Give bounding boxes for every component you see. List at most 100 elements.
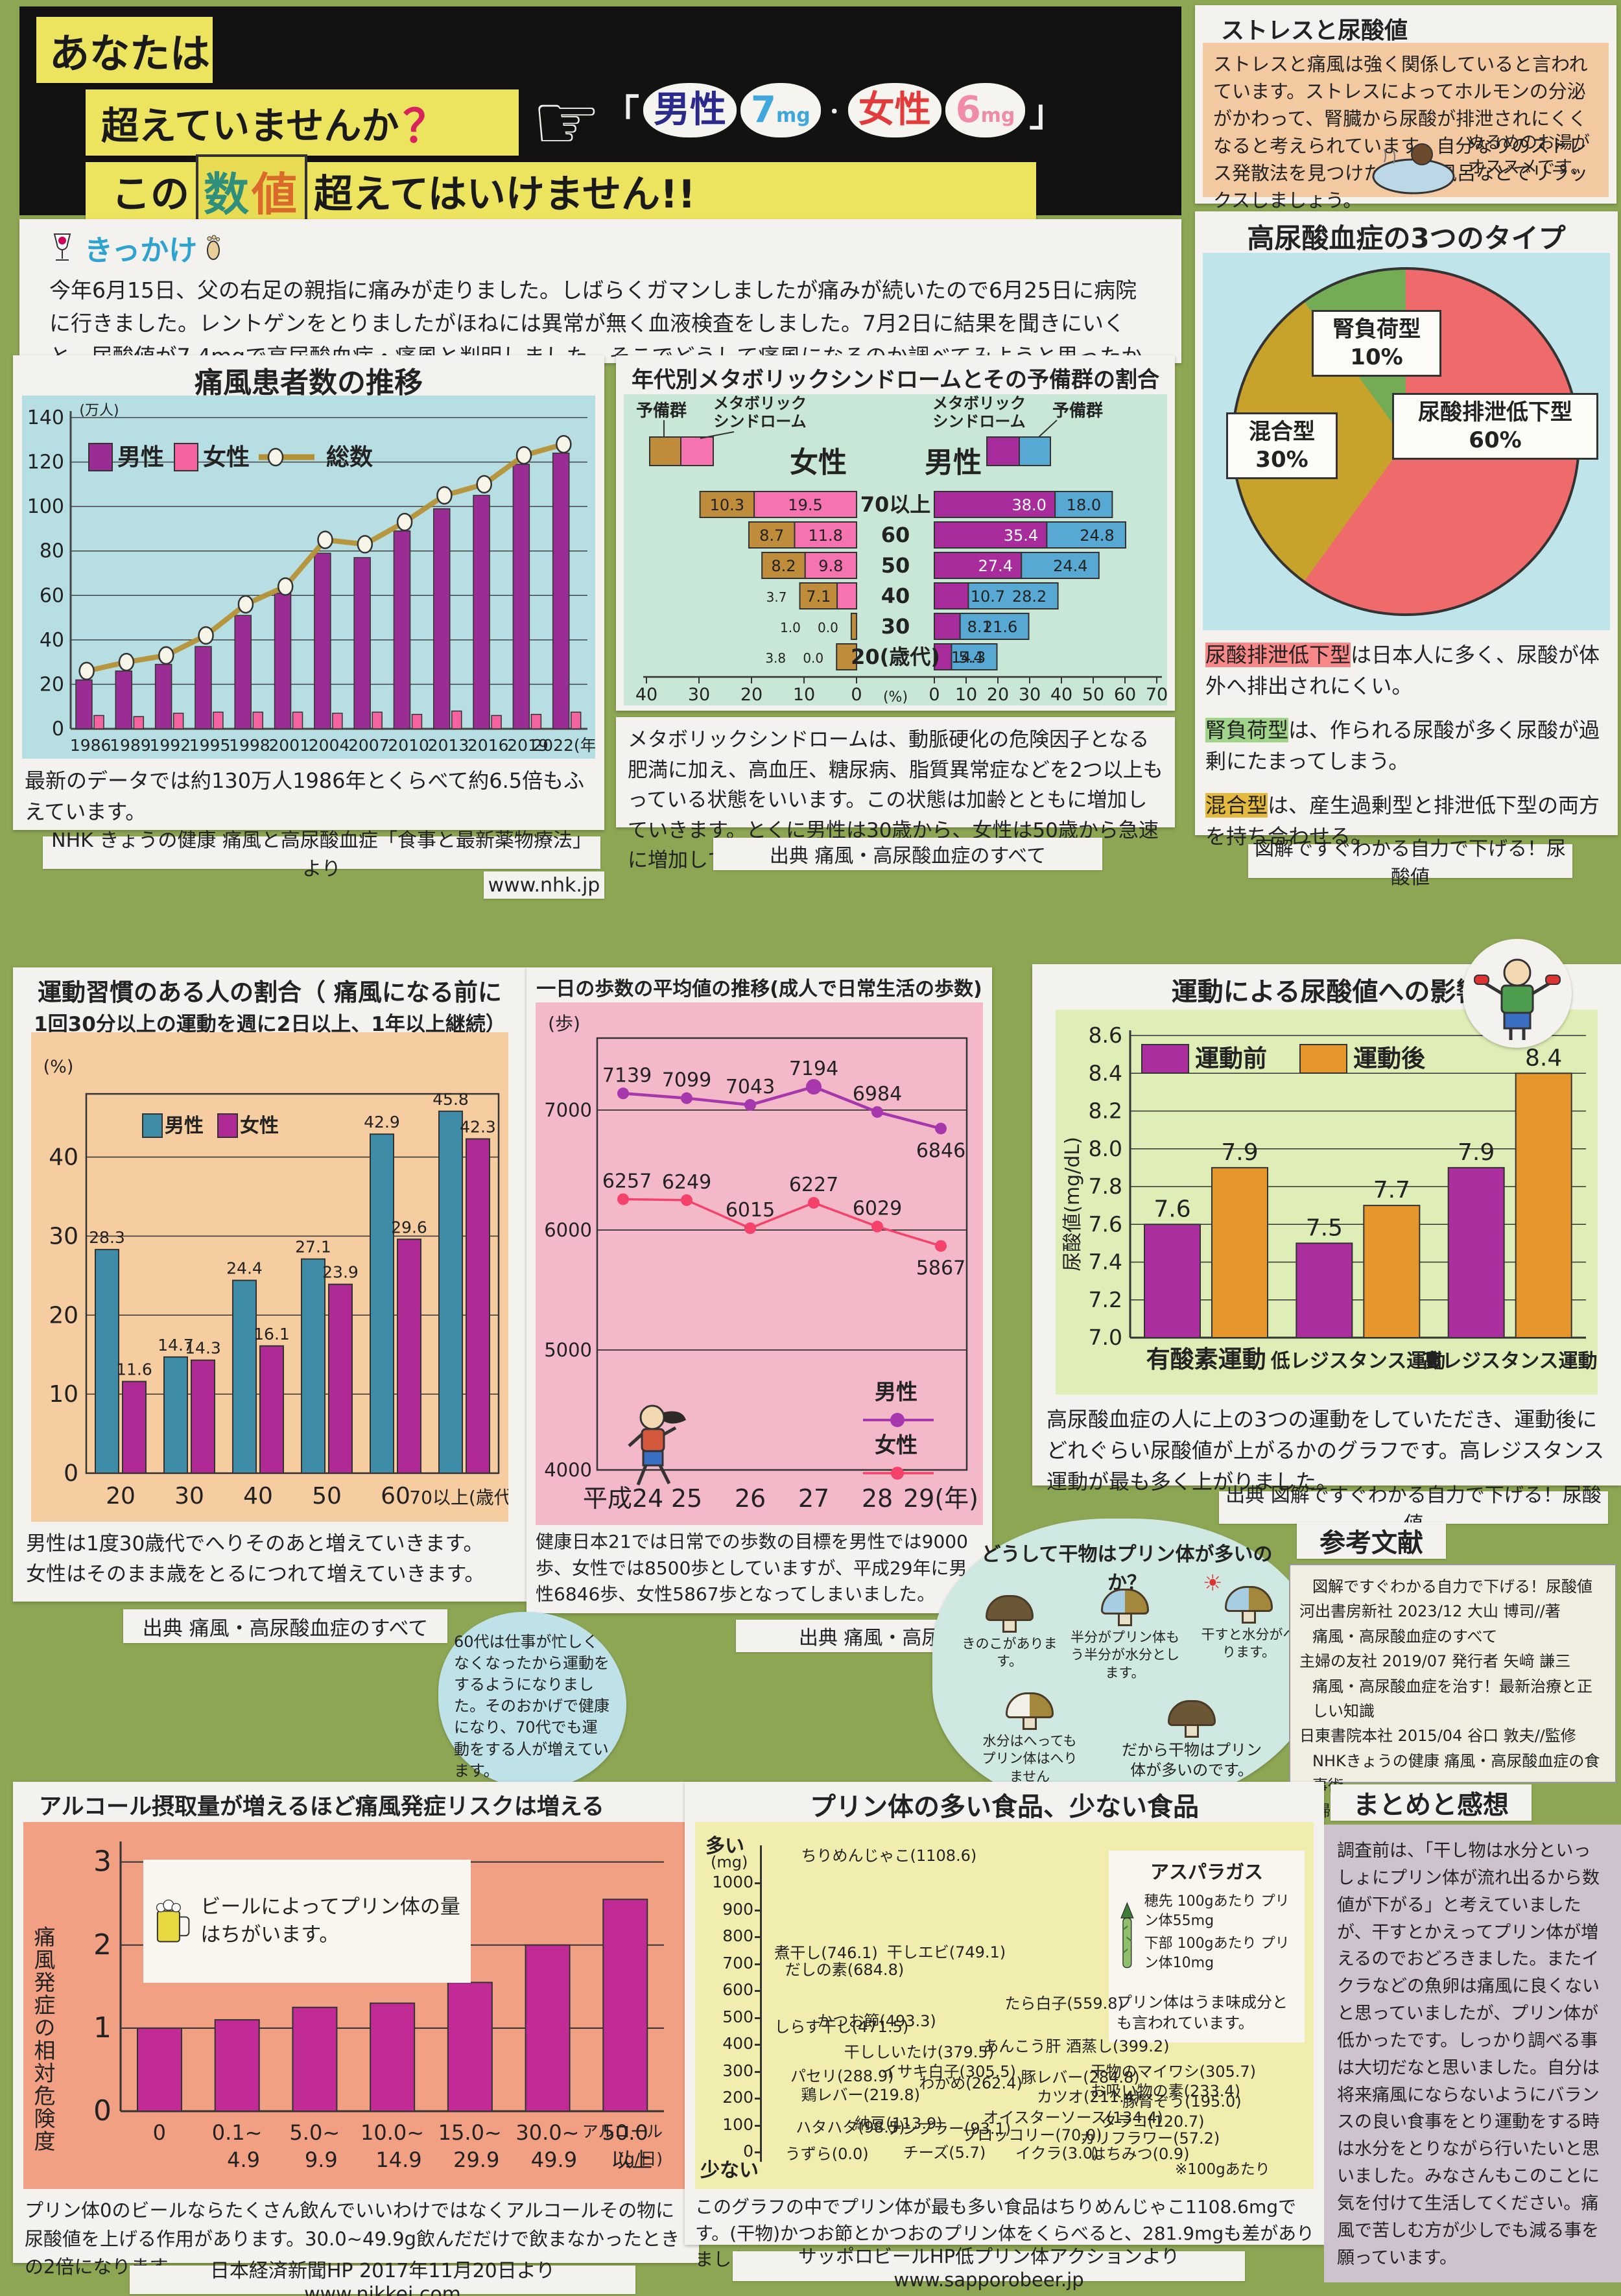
patients-title: 痛風患者数の推移 [195, 366, 423, 399]
svg-text:以上: 以上 [611, 2148, 652, 2172]
bar [301, 1258, 325, 1474]
bar [191, 1359, 215, 1474]
male-value-pill: 7mg [740, 83, 821, 137]
bar [451, 710, 462, 729]
header-threshold-values: 「 男性 7mg ・ 女性 6mg 」 [603, 83, 1065, 137]
food-label: 干ししいたけ(379.5) [844, 2042, 995, 2061]
svg-text:7.7: 7.7 [1373, 1177, 1410, 1203]
svg-text:(%): (%) [883, 689, 908, 705]
dumbbell-boy-icon [1463, 939, 1572, 1048]
svg-text:49.9: 49.9 [531, 2148, 577, 2172]
pie-title: 高尿酸血症の3つのタイプ [1247, 222, 1566, 254]
svg-text:30: 30 [1019, 685, 1041, 705]
habit-title: 運動習慣のある人の割合（ 痛風になる前に [38, 978, 502, 1006]
metabo-title: 年代別メタボリックシンドロームとその予備群の割合 [632, 367, 1159, 393]
tick-mark [755, 1963, 762, 1965]
svg-text:0.0: 0.0 [818, 620, 838, 635]
y-axis [760, 1845, 762, 2162]
food-label: あんこう肝 酒蒸し(399.2) [983, 2037, 1170, 2056]
stress-body-note: ストレスと痛風は強く関係していると言われています。ストレスによってホルモンの分泌… [1203, 43, 1609, 211]
patients-chart: 0 20 40 60 80 100 120 140 (万人) 1986 1989 1992 1995 19… [22, 396, 602, 759]
y-tick: 100 [722, 2114, 753, 2134]
beer-annotation: ビールによってプリン体の量はちがいます。 [143, 1860, 471, 1983]
svg-text:26: 26 [735, 1484, 766, 1513]
svg-text:11.6: 11.6 [116, 1360, 152, 1379]
svg-text:20(歳代): 20(歳代) [851, 645, 940, 669]
bar [836, 582, 857, 610]
svg-text:1: 1 [93, 2011, 112, 2044]
food-label: 納豆(113.9) [855, 2114, 943, 2133]
pie-notes: 尿酸排泄低下型は日本人に多く、尿酸が体外へ排出されにくい。 腎負荷型は、作られる… [1205, 643, 1600, 849]
svg-text:メタボリック: メタボリック [713, 394, 807, 412]
svg-text:40: 40 [40, 629, 64, 652]
svg-text:1992: 1992 [149, 736, 191, 755]
svg-text:60: 60 [1114, 685, 1136, 705]
bar [1515, 1072, 1572, 1338]
stress-box: ストレスと尿酸値 ストレスと痛風は強く関係していると言われています。ストレスによ… [1195, 5, 1616, 211]
tick-mark [755, 2017, 762, 2019]
svg-text:7.6: 7.6 [1154, 1196, 1190, 1222]
food-label: 鶏レバー(219.8) [801, 2085, 920, 2104]
svg-text:平成24: 平成24 [583, 1484, 663, 1513]
svg-text:10: 10 [955, 685, 977, 705]
quote-open: 「 [603, 92, 639, 135]
svg-text:3.7: 3.7 [766, 589, 787, 605]
svg-text:(g/日): (g/日) [618, 2149, 663, 2168]
svg-text:4000: 4000 [544, 1459, 592, 1481]
svg-text:25: 25 [671, 1484, 702, 1513]
bar [1021, 552, 1100, 579]
bar [259, 1345, 284, 1474]
effect-svg: 7.0 7.2 7.4 7.6 7.8 8.0 8.2 8.4 8.6 尿酸値(mg/dL) 有酸素… [1061, 1023, 1598, 1373]
reference-item: 日東書院本社 2015/04 谷口 敦夫//監修 [1299, 1727, 1576, 1746]
himono-title: どうして干物はプリン体が多いのか？ [981, 1543, 1273, 1594]
svg-text:45.8: 45.8 [432, 1090, 469, 1109]
bar [836, 643, 858, 670]
food-label: ハタハタ(98.5) [796, 2118, 905, 2137]
sixties-speech-bubble: 60代は仕事が忙しくなくなったから運動をするようになりました。そのおかげで健康に… [438, 1612, 626, 1788]
asparagus-icon [1120, 1902, 1134, 1969]
tick-mark [755, 1936, 762, 1938]
y-tick: 900 [722, 1899, 753, 1919]
bar [967, 582, 1059, 610]
tick-mark [755, 2044, 762, 2046]
bar [433, 508, 451, 729]
y-tick: 300 [722, 2061, 753, 2080]
references-title: 参考文献 [1297, 1522, 1446, 1559]
reference-item: 河出書房新社 2023/12 大山 博司//著 [1299, 1602, 1561, 1621]
metabo-chart: 40 30 20 10 0 0 10 20 30 40 50 60 70 (%) 19.5 10.3 38.0 1… [624, 394, 1168, 705]
food-label: だしの素(684.8) [785, 1960, 905, 1979]
svg-text:60: 60 [881, 523, 910, 547]
bar [328, 1283, 353, 1474]
y-bottom-label: 少ない [700, 2159, 759, 2182]
svg-text:1995: 1995 [189, 736, 231, 755]
bar [370, 2002, 416, 2112]
svg-text:29.9: 29.9 [453, 2148, 499, 2172]
bar [438, 1110, 463, 1474]
patients-credit-url: www.nhk.jp [484, 871, 604, 899]
bar [332, 713, 343, 729]
food-label: はちみつ(0.9) [1090, 2144, 1190, 2163]
svg-text:0.0: 0.0 [803, 650, 823, 666]
y-tick: 400 [722, 2034, 753, 2053]
svg-text:24.8: 24.8 [1080, 527, 1114, 545]
effect-title: 運動による尿酸値への影響 [1171, 977, 1482, 1007]
svg-text:総数: 総数 [326, 444, 373, 471]
svg-text:10: 10 [49, 1381, 78, 1408]
food-label: 豚レバー(284.8) [1021, 2068, 1140, 2087]
bar [292, 711, 303, 729]
svg-text:14.9: 14.9 [375, 2148, 421, 2172]
suuchi-decorated: 数値 [196, 154, 307, 228]
food-label: チーズ(5.7) [903, 2143, 986, 2162]
bar [154, 663, 172, 729]
pie-label-excretion: 尿酸排泄低下型 60% [1392, 393, 1598, 460]
matome-body: 調査前は、「干し物は水分といっしょにプリン体が流れ出るから数値が下がる」と考えて… [1337, 1841, 1600, 2268]
alcohol-title: アルコール摂取量が増えるほど痛風発症リスクは増える [39, 1794, 604, 1820]
line-series [622, 1085, 941, 1130]
svg-text:8.4: 8.4 [1525, 1045, 1562, 1071]
kikkake-section: きっかけ 今年6月15日、父の右足の親指に痛みが走りました。しばらくガマンしまし… [19, 219, 1181, 402]
bar [234, 615, 252, 729]
svg-text:20: 20 [106, 1483, 136, 1509]
svg-text:10: 10 [793, 685, 815, 705]
y-tick: 600 [722, 1980, 753, 1999]
bar [1211, 1166, 1268, 1338]
